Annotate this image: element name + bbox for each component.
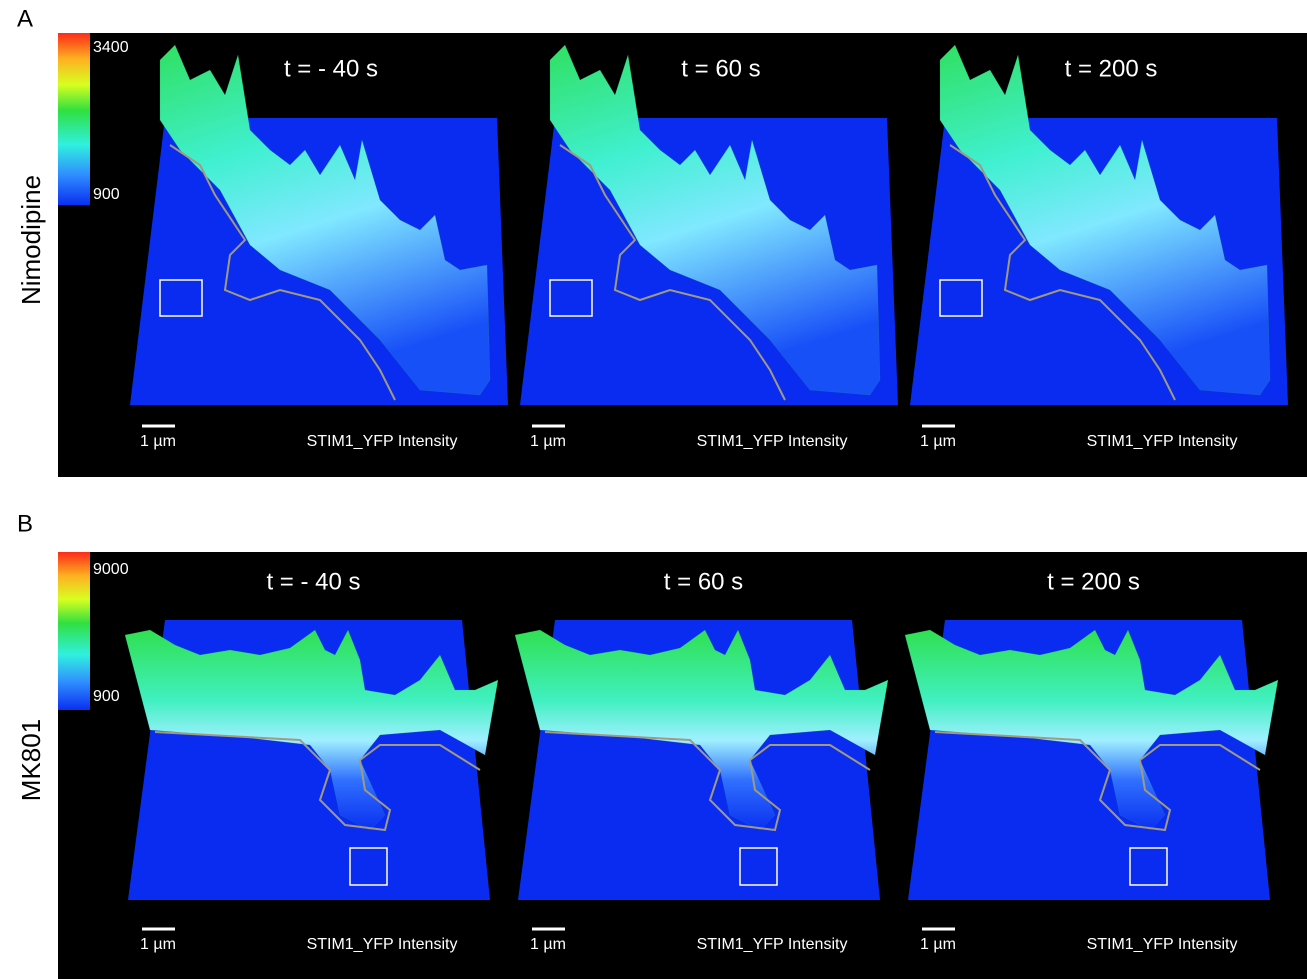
condition-label: Nimodipine [16, 175, 46, 305]
scale-label: 1 µm [140, 936, 176, 953]
channel-label: STIM1_YFP Intensity [307, 433, 458, 450]
scale-label: 1 µm [530, 936, 566, 953]
time-label: t = 60 s [664, 568, 743, 595]
panel-label: A [17, 5, 33, 32]
colorbar [58, 33, 90, 205]
surface-plot [515, 620, 888, 900]
surface-plot [905, 620, 1278, 900]
time-label: t = 200 s [1047, 568, 1140, 595]
scale-label: 1 µm [530, 433, 566, 450]
surface-plot [125, 620, 498, 900]
scale-label: 1 µm [920, 936, 956, 953]
panel-label: B [17, 510, 33, 537]
colorbar-max: 9000 [93, 561, 129, 578]
channel-label: STIM1_YFP Intensity [1087, 433, 1238, 450]
scale-label: 1 µm [140, 433, 176, 450]
channel-label: STIM1_YFP Intensity [307, 936, 458, 953]
colorbar-min: 900 [93, 688, 120, 705]
colorbar-min: 900 [93, 186, 120, 203]
time-label: t = 60 s [681, 55, 760, 82]
time-label: t = - 40 s [284, 55, 378, 82]
time-label: t = 200 s [1065, 55, 1158, 82]
colorbar [58, 552, 90, 710]
figure: A Nimodipine 3400 900 t = - 40 s 1 µm STIM1_YF… [0, 0, 1307, 979]
channel-label: STIM1_YFP Intensity [697, 936, 848, 953]
colorbar-max: 3400 [93, 39, 129, 56]
channel-label: STIM1_YFP Intensity [697, 433, 848, 450]
scale-label: 1 µm [920, 433, 956, 450]
channel-label: STIM1_YFP Intensity [1087, 936, 1238, 953]
time-label: t = - 40 s [266, 568, 360, 595]
condition-label: MK801 [16, 719, 46, 801]
